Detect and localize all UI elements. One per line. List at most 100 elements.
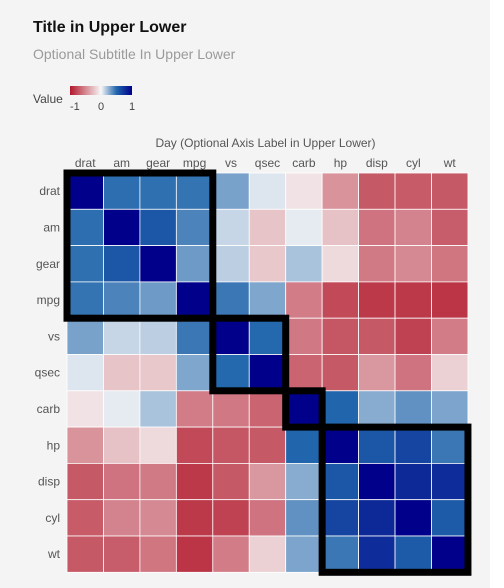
heatmap-cell-disp-vs xyxy=(212,462,250,501)
heatmap-cell-carb-carb xyxy=(285,390,323,428)
heatmap-cell-gear-mpg xyxy=(175,245,214,283)
heatmap-cell-qsec-drat xyxy=(66,354,104,392)
heatmap-cell-carb-hp xyxy=(321,390,359,428)
heatmap-cell-drat-disp xyxy=(358,172,396,210)
heatmap-cell-am-drat xyxy=(66,208,104,247)
heatmap-cell-vs-qsec xyxy=(248,317,287,355)
heatmap-cell-gear-qsec xyxy=(248,245,287,283)
heatmap-cell-disp-hp xyxy=(321,462,359,501)
heatmap-cell-hp-drat xyxy=(66,426,104,464)
heatmap-cell-wt-cyl xyxy=(394,535,432,573)
y-tick-label: mpg xyxy=(37,293,60,307)
y-tick-label: gear xyxy=(36,257,60,271)
heatmap-cell-cyl-disp xyxy=(358,499,396,537)
heatmap-cell-disp-qsec xyxy=(248,462,287,501)
heatmap-cell-qsec-wt xyxy=(431,354,469,392)
heatmap-cell-mpg-disp xyxy=(358,281,396,319)
heatmap-cell-hp-disp xyxy=(358,426,396,464)
heatmap-cell-am-disp xyxy=(358,208,396,247)
y-tick-label: wt xyxy=(47,547,61,561)
legend-tick-low: -1 xyxy=(70,101,80,113)
heatmap-cell-wt-vs xyxy=(212,535,250,573)
heatmap-cell-vs-hp xyxy=(321,317,359,355)
heatmap-cell-cyl-wt xyxy=(431,499,469,537)
heatmap-cell-qsec-cyl xyxy=(394,354,432,392)
heatmap-cell-am-cyl xyxy=(394,208,432,247)
heatmap-cell-am-gear xyxy=(139,208,177,247)
x-tick-label: qsec xyxy=(255,156,280,170)
cluster-box-carb xyxy=(282,387,326,431)
x-axis-title: Day (Optional Axis Label in Upper Lower) xyxy=(155,136,376,150)
heatmap-cell-drat-gear xyxy=(139,172,177,210)
heatmap-cell-cyl-carb xyxy=(285,499,323,537)
heatmap-cell-qsec-carb xyxy=(285,354,323,392)
heatmap-cell-wt-qsec xyxy=(248,535,287,573)
heatmap-cell-gear-drat xyxy=(66,245,104,283)
heatmap-cell-gear-gear xyxy=(139,245,177,283)
heatmap-cells xyxy=(66,172,469,573)
heatmap-cell-wt-disp xyxy=(358,535,396,573)
heatmap-cell-carb-am xyxy=(103,390,141,428)
heatmap-cell-disp-cyl xyxy=(394,462,432,501)
heatmap-cell-wt-gear xyxy=(139,535,177,573)
y-tick-label: vs xyxy=(48,329,60,343)
heatmap-cell-hp-gear xyxy=(139,426,177,464)
heatmap-cell-hp-vs xyxy=(212,426,250,464)
heatmap-cell-disp-am xyxy=(103,462,141,501)
legend-tick-high: 1 xyxy=(129,101,136,113)
heatmap-cell-disp-disp xyxy=(358,462,396,501)
heatmap-cell-am-hp xyxy=(321,208,359,247)
heatmap-cell-wt-am xyxy=(103,535,141,573)
y-tick-label: cyl xyxy=(45,511,60,525)
heatmap-cell-mpg-cyl xyxy=(394,281,432,319)
heatmap-cell-am-wt xyxy=(431,208,469,247)
heatmap-cell-carb-vs xyxy=(212,390,250,428)
heatmap-cell-vs-vs xyxy=(212,317,250,355)
heatmap-cell-carb-mpg xyxy=(175,390,214,428)
heatmap-cell-gear-disp xyxy=(358,245,396,283)
heatmap-cell-disp-wt xyxy=(431,462,469,501)
heatmap-cell-cyl-drat xyxy=(66,499,104,537)
chart-title: Title in Upper Lower xyxy=(33,19,187,36)
heatmap-cell-mpg-mpg xyxy=(175,281,214,319)
heatmap-cell-cyl-am xyxy=(103,499,141,537)
heatmap-cell-qsec-mpg xyxy=(175,354,214,392)
heatmap-cell-hp-am xyxy=(103,426,141,464)
heatmap-cell-carb-disp xyxy=(358,390,396,428)
cluster-box-vs xyxy=(209,314,290,395)
heatmap-cell-drat-am xyxy=(103,172,141,210)
heatmap-cell-cyl-hp xyxy=(321,499,359,537)
y-tick-label: qsec xyxy=(35,366,60,380)
y-tick-label: drat xyxy=(39,184,60,198)
heatmap-cell-hp-wt xyxy=(431,426,469,464)
heatmap-cell-wt-carb xyxy=(285,535,323,573)
heatmap-cell-qsec-am xyxy=(103,354,141,392)
x-tick-label: disp xyxy=(366,156,388,170)
heatmap-cell-vs-am xyxy=(103,317,141,355)
x-tick-label: vs xyxy=(225,156,237,170)
heatmap-cell-drat-cyl xyxy=(394,172,432,210)
heatmap-cell-drat-mpg xyxy=(175,172,214,210)
heatmap-cell-carb-drat xyxy=(66,390,104,428)
cluster-box-hp xyxy=(318,423,472,576)
heatmap-cell-carb-gear xyxy=(139,390,177,428)
heatmap-cell-vs-cyl xyxy=(394,317,432,355)
heatmap-cell-disp-drat xyxy=(66,462,104,501)
heatmap-cell-drat-drat xyxy=(66,172,104,210)
heatmap-cell-wt-hp xyxy=(321,535,359,573)
heatmap-cell-mpg-am xyxy=(103,281,141,319)
heatmap-cell-cyl-qsec xyxy=(248,499,287,537)
heatmap-cell-vs-mpg xyxy=(175,317,214,355)
y-tick-label: hp xyxy=(47,438,61,452)
heatmap-cell-vs-gear xyxy=(139,317,177,355)
heatmap-cell-carb-cyl xyxy=(394,390,432,428)
heatmap-cell-vs-drat xyxy=(66,317,104,355)
heatmap-cell-drat-carb xyxy=(285,172,323,210)
heatmap-cell-drat-vs xyxy=(212,172,250,210)
heatmap-cell-disp-carb xyxy=(285,462,323,501)
x-tick-label: cyl xyxy=(406,156,421,170)
heatmap-cell-mpg-carb xyxy=(285,281,323,319)
heatmap-cell-gear-vs xyxy=(212,245,250,283)
heatmap-cell-hp-qsec xyxy=(248,426,287,464)
x-tick-label: am xyxy=(113,156,130,170)
